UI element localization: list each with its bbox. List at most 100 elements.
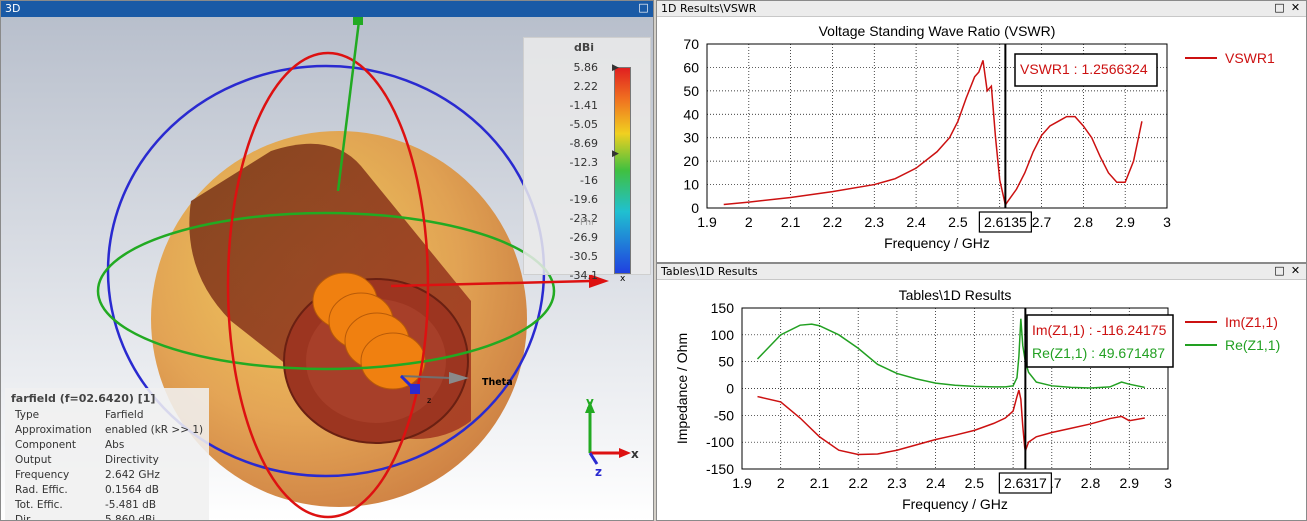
info-key: Approximation xyxy=(15,424,92,436)
x-tick-label: 2.2 xyxy=(848,475,868,491)
x-axis-line xyxy=(390,279,592,288)
panel-impedance-title: Tables\1D Results xyxy=(661,265,758,278)
x-tick-label: 2.3 xyxy=(887,475,907,491)
colorbar-tick: -34.1 xyxy=(569,268,598,282)
farfield-header: farfield (f=02.6420) [1] xyxy=(11,392,156,405)
farfield-info-box: farfield (f=02.6420) [1] Type Farfield App… xyxy=(5,388,209,521)
helix-turns xyxy=(312,272,426,390)
farfield-info-row: Approximation enabled (kR >> 1) xyxy=(5,423,209,438)
phi-label: Phi xyxy=(580,218,594,228)
x-tick-label: 2 xyxy=(745,214,753,230)
colorbar-tick: 5.86 xyxy=(573,61,599,74)
farfield-3d-view[interactable]: x Theta z y x z dBi 5.86 2.22 -1.41 -5.05 -8… xyxy=(1,17,653,521)
panel-3d[interactable]: 3D □ xyxy=(0,0,654,521)
info-value: Directivity xyxy=(105,454,159,466)
y-tick-label: 10 xyxy=(683,177,699,193)
info-key: Type xyxy=(15,409,40,421)
x-tick-label: 2.9 xyxy=(1115,214,1135,230)
y-tick-label: 0 xyxy=(691,200,699,216)
x-tick-label: 2.8 xyxy=(1074,214,1094,230)
farfield-info-row: Output Directivity xyxy=(5,453,209,468)
colorbar-tick: -12.3 xyxy=(569,155,598,169)
colorbar-tick: -16 xyxy=(580,174,598,188)
farfield-info-row: Tot. Effic. -5.481 dB xyxy=(5,498,209,513)
farfield-info-row: Dir. 5.860 dBi xyxy=(5,513,209,521)
info-key: Component xyxy=(15,439,76,451)
legend-label: VSWR1 xyxy=(1225,50,1275,66)
y-tick-label: 150 xyxy=(711,300,735,316)
panel-vswr-titlebar[interactable]: 1D Results\VSWR □ ✕ xyxy=(657,1,1306,17)
x-tick-label: 2 xyxy=(777,475,785,491)
marker-label: 2.6317 xyxy=(1004,475,1047,491)
marker-label-box xyxy=(978,211,1032,233)
y-tick-label: -150 xyxy=(706,461,734,477)
colorbar-tick: -26.9 xyxy=(569,231,598,245)
farfield-info-row: Frequency 2.642 GHz xyxy=(5,468,209,483)
close-icon[interactable]: ✕ xyxy=(1290,1,1301,14)
chart-title: Tables\1D Results xyxy=(899,287,1012,303)
y-tick-label: -100 xyxy=(706,434,734,450)
legend-label: Re(Z1,1) xyxy=(1225,337,1280,353)
colorbar-panel: dBi 5.86 2.22 -1.41 -5.05 -8.69 -12.3 -16 -19.6… xyxy=(523,37,651,282)
farfield-info-row: Type Farfield xyxy=(5,408,209,423)
y-tick-label: 50 xyxy=(718,354,734,370)
y-tick-label: 50 xyxy=(683,83,699,99)
x-axis-title: Frequency / GHz xyxy=(884,235,990,251)
y-tick-label: -50 xyxy=(714,407,734,423)
marker-label-box xyxy=(998,472,1052,494)
maximize-icon[interactable]: □ xyxy=(1274,264,1285,277)
farfield-info-row: Component Abs xyxy=(5,438,209,453)
maximize-icon[interactable]: □ xyxy=(638,1,649,14)
chart-title: Voltage Standing Wave Ratio (VSWR) xyxy=(819,23,1056,39)
x-tick-label: 2.5 xyxy=(948,214,968,230)
marker-label: 2.6135 xyxy=(984,214,1027,230)
z-axis-label: z xyxy=(427,396,431,405)
x-tick-label: 2.1 xyxy=(810,475,830,491)
colorbar-tick: -5.05 xyxy=(569,117,598,131)
x-tick-label: 2.5 xyxy=(965,475,985,491)
info-value: enabled (kR >> 1) xyxy=(105,424,204,436)
panel-3d-titlebar[interactable]: 3D □ xyxy=(1,1,653,17)
svg-text:z: z xyxy=(595,465,602,479)
impedance-chart[interactable]: Tables\1D Results1.922.12.22.32.42.52.62… xyxy=(657,280,1307,521)
x-tick-label: 3 xyxy=(1164,475,1172,491)
maximize-icon[interactable]: □ xyxy=(1274,1,1285,14)
y-tick-label: 0 xyxy=(726,381,734,397)
info-value: 5.860 dBi xyxy=(105,514,156,521)
vswr-chart[interactable]: Voltage Standing Wave Ratio (VSWR) 1.9 2 2.… xyxy=(657,17,1307,263)
info-key: Output xyxy=(15,454,52,466)
x-tick-label: 2.4 xyxy=(906,214,926,230)
panel-vswr-title: 1D Results\VSWR xyxy=(661,2,757,15)
y-tick-label: 40 xyxy=(683,106,699,122)
annotation-text: Re(Z1,1) : 49.671487 xyxy=(1032,345,1165,361)
svg-text:y: y xyxy=(586,395,594,409)
annotation-text: VSWR1 : 1.2566324 xyxy=(1020,61,1148,77)
info-key: Tot. Effic. xyxy=(15,499,63,511)
annotation-text: Im(Z1,1) : -116.24175 xyxy=(1032,322,1167,338)
y-axis-title: Impedance / Ohm xyxy=(674,333,690,444)
info-value: 2.642 GHz xyxy=(105,469,160,481)
close-icon[interactable]: ✕ xyxy=(1290,264,1301,277)
info-key: Frequency xyxy=(15,469,70,481)
x-tick-label: 1.9 xyxy=(732,475,752,491)
colorbar-tick: -23.2 xyxy=(569,212,598,226)
series-line xyxy=(723,60,1143,207)
info-value: -5.481 dB xyxy=(105,499,157,511)
x-tick-label: 3 xyxy=(1163,214,1171,230)
series-line xyxy=(757,389,1145,456)
x-tick-label: 1.9 xyxy=(697,214,717,230)
farfield-info-row: Rad. Effic. 0.1564 dB xyxy=(5,483,209,498)
y-axis-line xyxy=(336,20,361,192)
annotation-box xyxy=(1026,314,1174,368)
x-tick-label: 2.4 xyxy=(926,475,946,491)
info-value: 0.1564 dB xyxy=(105,484,159,496)
panel-vswr[interactable]: 1D Results\VSWR □ ✕ Voltage Standing Wav… xyxy=(656,0,1307,263)
y-tick-label: 70 xyxy=(683,36,699,52)
panel-impedance-titlebar[interactable]: Tables\1D Results □ ✕ xyxy=(657,264,1306,280)
colorbar-tick: -19.6 xyxy=(569,193,598,207)
x-tick-label: 2.1 xyxy=(781,214,801,230)
panel-impedance[interactable]: Tables\1D Results □ ✕ Tables\1D Results 1… xyxy=(656,263,1307,521)
series-line xyxy=(756,318,1145,389)
x-axis-label: x xyxy=(620,274,626,284)
y-tick-label: 30 xyxy=(683,130,699,146)
